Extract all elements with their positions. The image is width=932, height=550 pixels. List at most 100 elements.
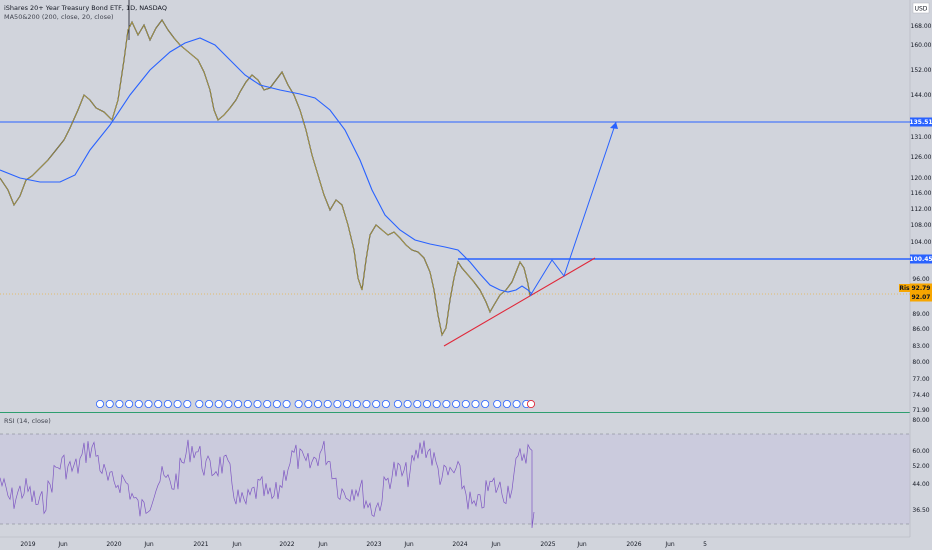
signal-marker[interactable] xyxy=(372,399,381,408)
signal-marker[interactable] xyxy=(512,399,521,408)
time-tick-label: 2019 xyxy=(20,541,35,548)
signal-marker[interactable] xyxy=(481,399,490,408)
rsi-tick-label: 44.00 xyxy=(912,481,929,488)
ma200-line[interactable] xyxy=(0,37,533,295)
signal-marker[interactable] xyxy=(173,399,182,408)
signal-marker[interactable] xyxy=(234,399,243,408)
time-tick-label: Jun xyxy=(490,541,501,548)
price-series-highlight xyxy=(0,19,531,336)
time-tick-label: Jun xyxy=(57,541,68,548)
signal-marker[interactable] xyxy=(452,399,461,408)
price-pane[interactable] xyxy=(0,0,910,412)
signal-marker[interactable] xyxy=(442,399,451,408)
price-tag xyxy=(910,292,932,302)
signal-marker[interactable] xyxy=(263,399,272,408)
symbol-title: iShares 20+ Year Treasury Bond ETF, 1D, … xyxy=(4,4,167,12)
signal-marker[interactable] xyxy=(243,399,252,408)
price-tick-label: 86.00 xyxy=(912,326,929,333)
ma-indicator-label[interactable]: MA50&200 (200, close, 20, close) xyxy=(4,13,114,21)
time-tick-label: 2020 xyxy=(106,541,121,548)
signal-marker[interactable] xyxy=(115,399,124,408)
price-tick-label: 108.00 xyxy=(911,222,932,229)
signal-marker[interactable] xyxy=(403,399,412,408)
time-tick-label: Jun xyxy=(317,541,328,548)
signal-marker[interactable] xyxy=(381,399,390,408)
time-tick-label: Jun xyxy=(664,541,675,548)
currency-button[interactable] xyxy=(912,2,930,14)
time-tick-label: 2026 xyxy=(626,541,641,548)
signal-marker[interactable] xyxy=(224,399,233,408)
signal-marker[interactable] xyxy=(163,399,172,408)
signal-marker[interactable] xyxy=(272,399,281,408)
time-axis-labels: 2019 Jun 2020 Jun 2021 Jun 2022 Jun 2023 Jun 2024 J… xyxy=(20,541,707,548)
signal-marker[interactable] xyxy=(294,399,303,408)
currency-label: USD xyxy=(915,6,928,13)
signal-marker[interactable] xyxy=(343,399,352,408)
signal-marker[interactable] xyxy=(422,399,431,408)
support-trendline[interactable] xyxy=(443,257,596,347)
signal-marker[interactable] xyxy=(253,399,262,408)
rsi-series[interactable] xyxy=(0,439,535,529)
rsi-tick-label: 36.50 xyxy=(912,507,929,514)
rsi-indicator-label[interactable]: RSI (14, close) xyxy=(4,417,51,425)
signal-marker-last[interactable] xyxy=(526,399,536,409)
signal-marker[interactable] xyxy=(282,399,291,408)
signal-marker[interactable] xyxy=(195,399,204,408)
time-tick-label: 2025 xyxy=(540,541,555,548)
rsi-tick-label: 60.00 xyxy=(912,448,929,455)
price-tag xyxy=(910,254,932,264)
price-tag xyxy=(910,283,932,293)
signal-marker[interactable] xyxy=(333,399,342,408)
price-tag xyxy=(910,117,932,127)
rsi-tick-label: 52.00 xyxy=(912,463,929,470)
price-tick-label: 116.00 xyxy=(911,190,932,197)
signal-marker[interactable] xyxy=(304,399,313,408)
price-tick-label: 120.00 xyxy=(911,175,932,182)
time-tick-label: Jun xyxy=(143,541,154,548)
signal-marker[interactable] xyxy=(461,399,470,408)
time-tick-label: 2023 xyxy=(366,541,381,548)
price-tag-text: 135.51 xyxy=(909,119,932,126)
signal-marker[interactable] xyxy=(105,399,114,408)
price-tick-label: 168.00 xyxy=(911,23,932,30)
rsi-axis-ticks: 80.00 60.00 52.00 44.00 36.50 xyxy=(912,417,929,514)
signal-marker[interactable] xyxy=(323,399,332,408)
price-axis[interactable] xyxy=(910,0,932,550)
time-tick-label: Jun xyxy=(231,541,242,548)
price-tag-prefix xyxy=(899,284,910,292)
price-tick-label: 89.00 xyxy=(912,311,929,318)
signal-marker[interactable] xyxy=(214,399,223,408)
signal-markers[interactable] xyxy=(96,399,536,409)
price-tag-text: 92.79 xyxy=(912,285,931,292)
signal-marker[interactable] xyxy=(413,399,422,408)
signal-marker[interactable] xyxy=(502,399,511,408)
price-tick-label: 83.00 xyxy=(912,343,929,350)
price-tick-label: 112.00 xyxy=(911,206,932,213)
time-tick-label: Jun xyxy=(403,541,414,548)
signal-marker[interactable] xyxy=(204,399,213,408)
signal-marker[interactable] xyxy=(96,399,105,408)
signal-marker[interactable] xyxy=(125,399,134,408)
signal-marker[interactable] xyxy=(154,399,163,408)
signal-marker[interactable] xyxy=(352,399,361,408)
price-tag-prefix-text: Ris xyxy=(899,285,910,292)
time-tick-label: 2021 xyxy=(193,541,208,548)
signal-marker[interactable] xyxy=(313,399,322,408)
signal-marker[interactable] xyxy=(144,399,153,408)
price-tick-label: 144.00 xyxy=(911,92,932,99)
projection-path[interactable] xyxy=(529,121,617,297)
signal-marker[interactable] xyxy=(393,399,402,408)
price-tick-label: 71.90 xyxy=(912,407,929,414)
price-tick-label: 152.00 xyxy=(911,67,932,74)
rsi-tick-label: 80.00 xyxy=(912,417,929,424)
signal-marker[interactable] xyxy=(493,399,502,408)
signal-marker[interactable] xyxy=(134,399,143,408)
signal-marker[interactable] xyxy=(183,399,192,408)
signal-marker[interactable] xyxy=(362,399,371,408)
time-tick-label: 5 xyxy=(703,541,707,548)
price-tick-label: 77.00 xyxy=(912,376,929,383)
signal-marker[interactable] xyxy=(432,399,441,408)
time-tick-label: Jun xyxy=(576,541,587,548)
signal-marker[interactable] xyxy=(471,399,480,408)
